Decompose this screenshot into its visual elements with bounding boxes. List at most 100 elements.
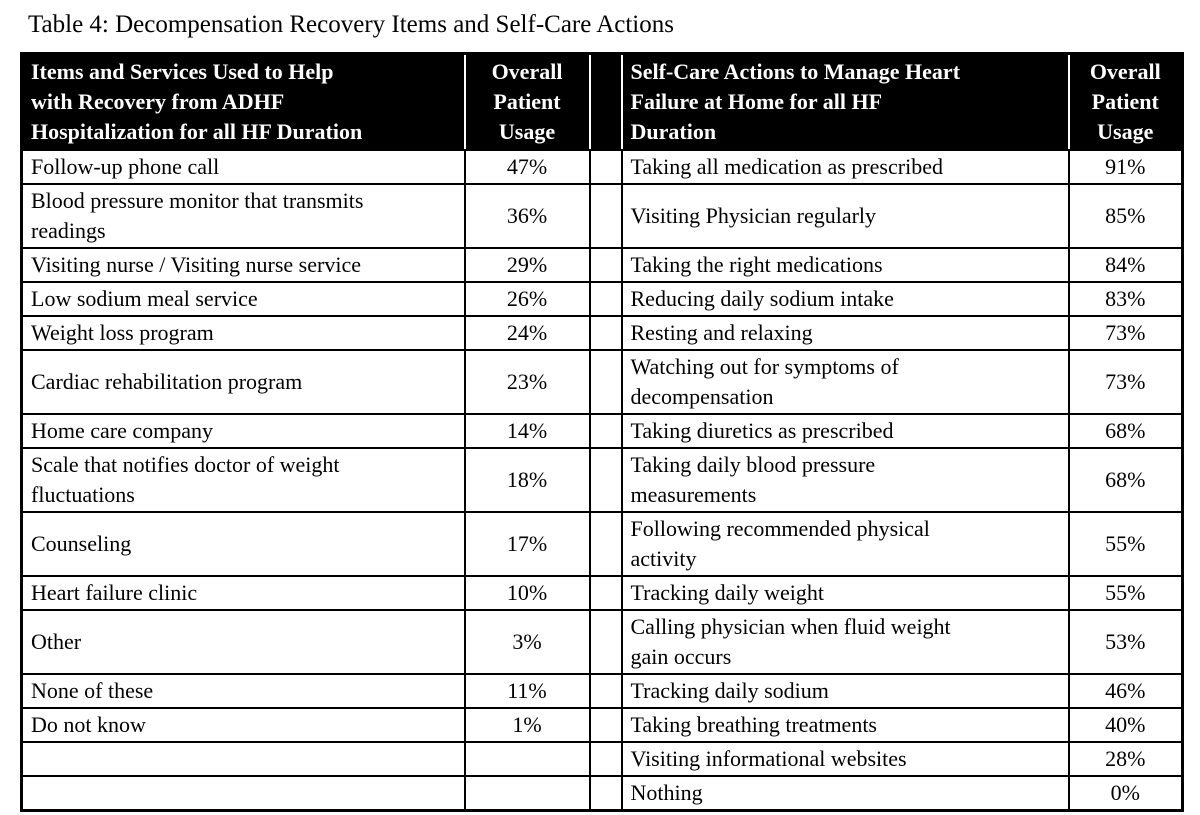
item-cell-right: Following recommended physical activity [620, 511, 1070, 577]
usage-cell-left: 17% [463, 511, 591, 577]
gap-cell [588, 315, 623, 351]
usage-cell-left: 10% [463, 575, 591, 611]
item-cell-left [20, 741, 466, 777]
item-cell-left: Counseling [20, 511, 466, 577]
item-cell-right: Taking all medication as prescribed [620, 149, 1070, 185]
item-cell-left: Weight loss program [20, 315, 466, 351]
item-cell-right: Taking diuretics as prescribed [620, 413, 1070, 449]
table-row: Blood pressure monitor that transmits re… [20, 183, 1184, 249]
header-left-items: Items and Services Used to Help with Rec… [20, 52, 466, 151]
usage-cell-right: 55% [1067, 511, 1184, 577]
usage-cell-right: 40% [1067, 707, 1184, 743]
table-row: Do not know 1% Taking breathing treatmen… [20, 707, 1184, 743]
item-cell-right: Visiting Physician regularly [620, 183, 1070, 249]
usage-cell-left: 29% [463, 247, 591, 283]
item-cell-right: Watching out for symptoms of decompensat… [620, 349, 1070, 415]
item-cell-left: Heart failure clinic [20, 575, 466, 611]
item-cell-left: Blood pressure monitor that transmits re… [20, 183, 466, 249]
table-caption: Table 4: Decompensation Recovery Items a… [28, 11, 674, 38]
usage-cell-right: 85% [1067, 183, 1184, 249]
item-cell-right: Taking breathing treatments [620, 707, 1070, 743]
table-row: Scale that notifies doctor of weight flu… [20, 447, 1184, 513]
item-cell-left: Follow-up phone call [20, 149, 466, 185]
item-cell-right: Resting and relaxing [620, 315, 1070, 351]
table-row: Follow-up phone call 47% Taking all medi… [20, 149, 1184, 185]
usage-cell-left: 24% [463, 315, 591, 351]
table-row: Low sodium meal service 26% Reducing dai… [20, 281, 1184, 317]
table-row: Visiting informational websites 28% [20, 741, 1184, 777]
table-row: Weight loss program 24% Resting and rela… [20, 315, 1184, 351]
gap-cell [588, 673, 623, 709]
usage-cell-left: 18% [463, 447, 591, 513]
usage-cell-left: 47% [463, 149, 591, 185]
item-cell-right: Visiting informational websites [620, 741, 1070, 777]
usage-cell-right: 0% [1067, 775, 1184, 812]
usage-cell-right: 84% [1067, 247, 1184, 283]
item-cell-right: Reducing daily sodium intake [620, 281, 1070, 317]
item-cell-right: Taking daily blood pressure measurements [620, 447, 1070, 513]
usage-cell-left: 36% [463, 183, 591, 249]
usage-cell-right: 91% [1067, 149, 1184, 185]
usage-cell-right: 68% [1067, 413, 1184, 449]
gap-cell [588, 609, 623, 675]
usage-cell-left: 3% [463, 609, 591, 675]
usage-cell-left: 11% [463, 673, 591, 709]
gap-cell [588, 511, 623, 577]
decompensation-recovery-table: Items and Services Used to Help with Rec… [20, 52, 1184, 812]
table-row: Nothing 0% [20, 775, 1184, 812]
header-gap-cell [588, 52, 623, 151]
usage-cell-right: 46% [1067, 673, 1184, 709]
gap-cell [588, 349, 623, 415]
item-cell-right: Tracking daily sodium [620, 673, 1070, 709]
gap-cell [588, 247, 623, 283]
item-cell-right: Calling physician when fluid weight gain… [620, 609, 1070, 675]
usage-cell-left: 14% [463, 413, 591, 449]
usage-cell-right: 53% [1067, 609, 1184, 675]
table-row: Other 3% Calling physician when fluid we… [20, 609, 1184, 675]
item-cell-right: Taking the right medications [620, 247, 1070, 283]
gap-cell [588, 183, 623, 249]
usage-cell-right: 73% [1067, 349, 1184, 415]
item-cell-left: Low sodium meal service [20, 281, 466, 317]
gap-cell [588, 707, 623, 743]
item-cell-left: Scale that notifies doctor of weight flu… [20, 447, 466, 513]
usage-cell-left: 26% [463, 281, 591, 317]
usage-cell-right: 68% [1067, 447, 1184, 513]
usage-cell-right: 83% [1067, 281, 1184, 317]
table-row: Cardiac rehabilitation program 23% Watch… [20, 349, 1184, 415]
table-row: None of these 11% Tracking daily sodium … [20, 673, 1184, 709]
usage-cell-right: 73% [1067, 315, 1184, 351]
usage-cell-right: 28% [1067, 741, 1184, 777]
usage-cell-left: 1% [463, 707, 591, 743]
usage-cell-left [463, 741, 591, 777]
item-cell-left: Other [20, 609, 466, 675]
header-left-usage: Overall Patient Usage [463, 52, 591, 151]
item-cell-left: Cardiac rehabilitation program [20, 349, 466, 415]
gap-cell [588, 575, 623, 611]
gap-cell [588, 413, 623, 449]
table-row: Heart failure clinic 10% Tracking daily … [20, 575, 1184, 611]
header-right-items: Self-Care Actions to Manage Heart Failur… [620, 52, 1070, 151]
gap-cell [588, 447, 623, 513]
table-body: Follow-up phone call 47% Taking all medi… [20, 149, 1184, 812]
usage-cell-left [463, 775, 591, 812]
table-row: Home care company 14% Taking diuretics a… [20, 413, 1184, 449]
usage-cell-left: 23% [463, 349, 591, 415]
header-row: Items and Services Used to Help with Rec… [20, 52, 1184, 151]
table-row: Counseling 17% Following recommended phy… [20, 511, 1184, 577]
item-cell-right: Tracking daily weight [620, 575, 1070, 611]
item-cell-left [20, 775, 466, 812]
usage-cell-right: 55% [1067, 575, 1184, 611]
item-cell-left: None of these [20, 673, 466, 709]
gap-cell [588, 775, 623, 812]
item-cell-left: Home care company [20, 413, 466, 449]
table-row: Visiting nurse / Visiting nurse service … [20, 247, 1184, 283]
table-header: Items and Services Used to Help with Rec… [20, 52, 1184, 151]
header-right-usage: Overall Patient Usage [1067, 52, 1184, 151]
gap-cell [588, 281, 623, 317]
item-cell-right: Nothing [620, 775, 1070, 812]
gap-cell [588, 149, 623, 185]
item-cell-left: Do not know [20, 707, 466, 743]
item-cell-left: Visiting nurse / Visiting nurse service [20, 247, 466, 283]
